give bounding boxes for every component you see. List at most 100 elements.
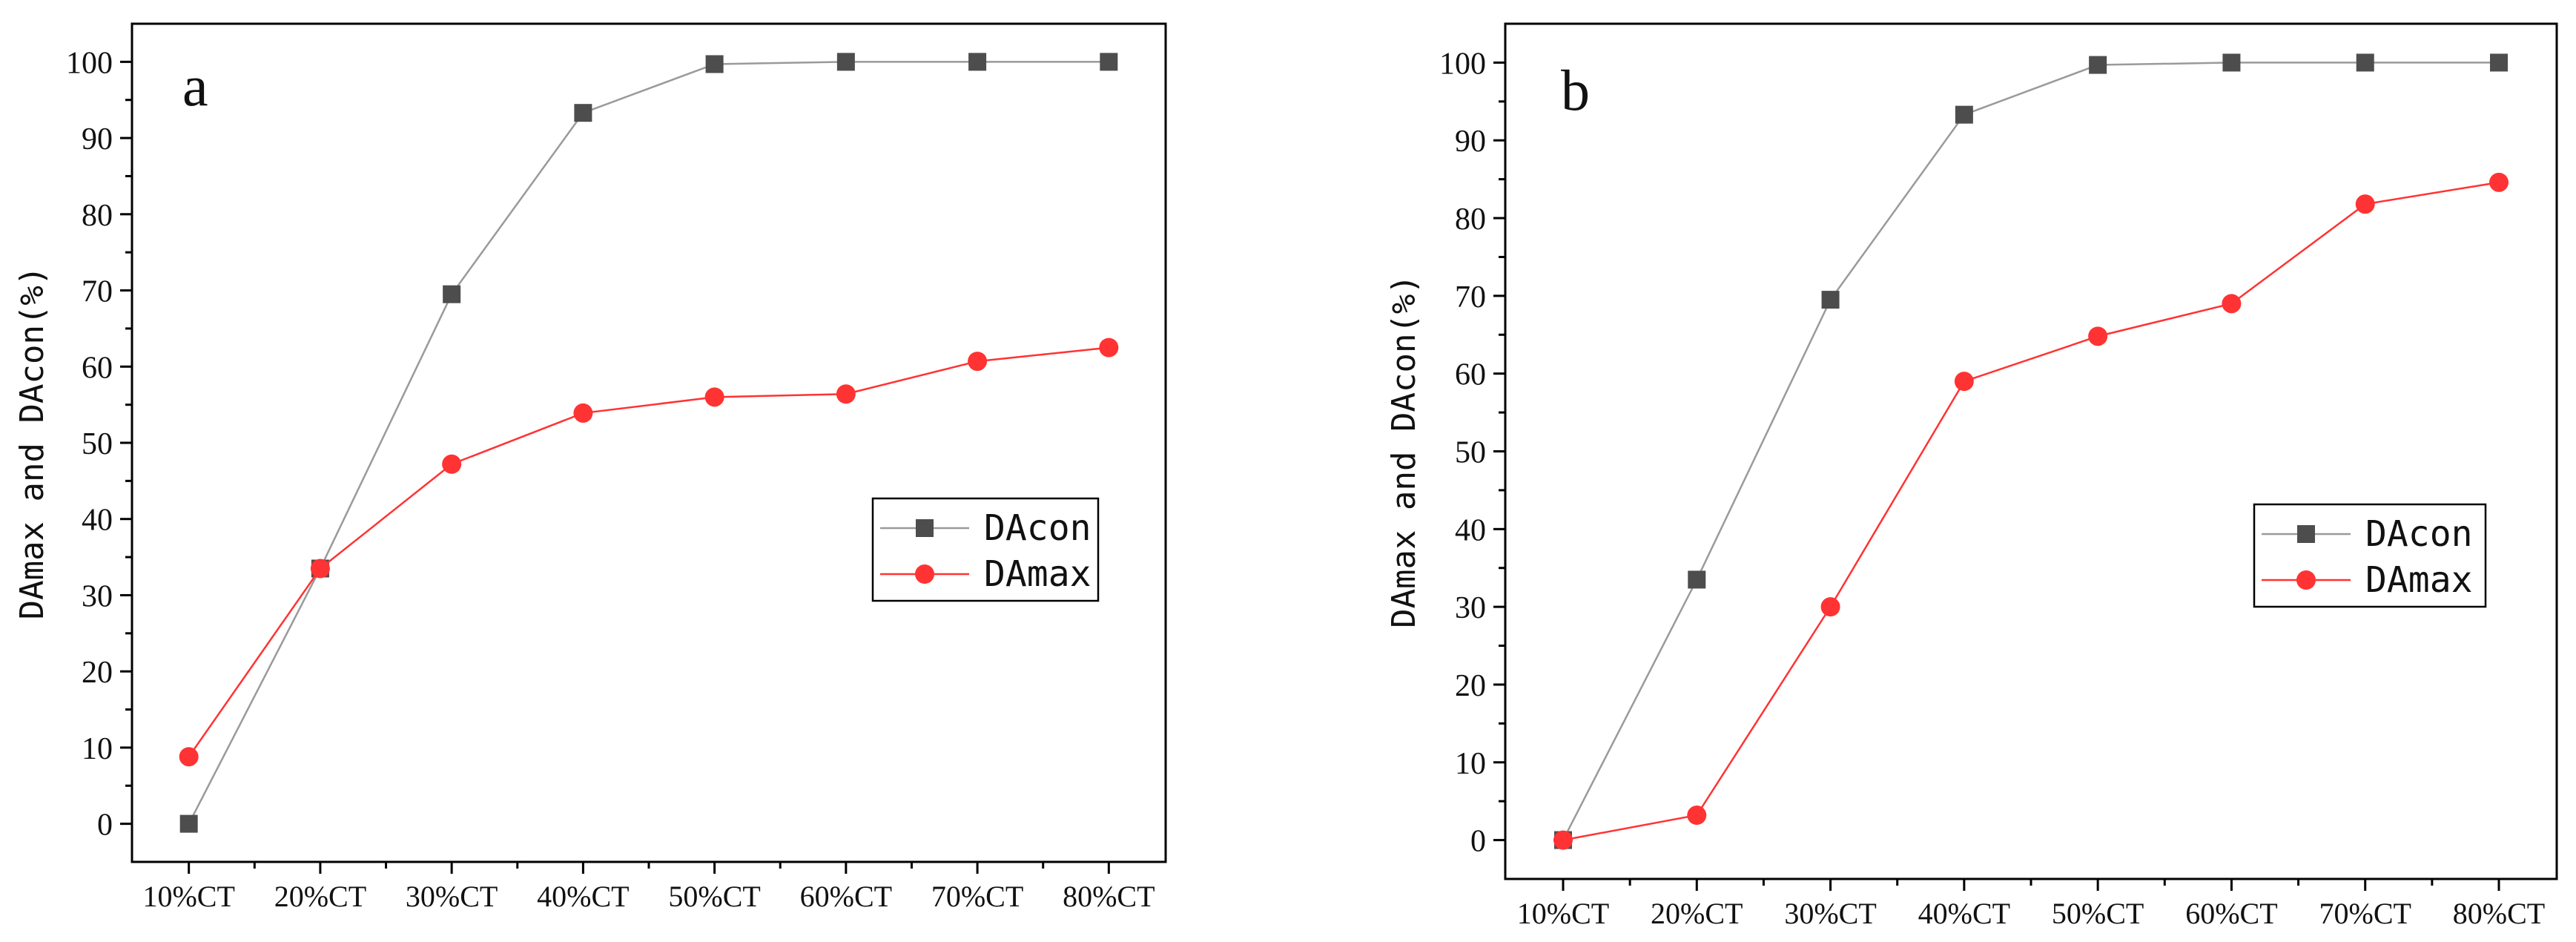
y-tick-label: 10 (82, 732, 113, 766)
chart-panel-b: 0 10 20 30 40 50 60 70 80 90 100 10%CT 20%CT 30%CT 40%… (1385, 22, 2558, 930)
y-tick-label: 80 (1455, 202, 1486, 237)
data-point-circle (2355, 194, 2375, 214)
y-tick-label: 20 (82, 656, 113, 690)
x-tick-label: 70%CT (931, 880, 1023, 913)
legend-box (871, 497, 1100, 602)
plot-frame (1504, 22, 2558, 880)
series-DAmax (1553, 172, 2509, 850)
y-tick-label: 60 (82, 351, 113, 385)
data-point-square (1821, 291, 1840, 309)
legend-box (2253, 503, 2487, 608)
panel-label: b (1561, 58, 1590, 122)
legend-marker-square (916, 519, 934, 537)
x-tick-label: 80%CT (2453, 897, 2545, 930)
data-point-square (968, 53, 987, 71)
legend-marker-circle (2296, 570, 2316, 590)
y-tick-label: 50 (82, 427, 113, 461)
x-tick-label: 40%CT (1918, 897, 2010, 930)
x-tick-label: 20%CT (1651, 897, 1743, 930)
data-point-square (1688, 570, 1706, 589)
x-tick-label: 80%CT (1063, 880, 1155, 913)
legend-label: DAcon (2365, 513, 2473, 555)
data-point-circle (2489, 172, 2509, 192)
y-tick-label: 0 (97, 808, 113, 843)
series-line (188, 346, 1109, 757)
series-DAcon (179, 53, 1118, 833)
series-line (188, 61, 1109, 825)
data-point-circle (1954, 372, 1974, 392)
y-tick-label: 50 (1455, 436, 1486, 470)
legend-marker-square (2297, 525, 2315, 543)
x-tick-label: 10%CT (1517, 897, 1609, 930)
data-point-circle (968, 352, 988, 372)
data-point-circle (442, 454, 462, 474)
y-tick-label: 30 (1455, 591, 1486, 625)
data-point-square (2356, 53, 2374, 72)
y-tick-label: 90 (1455, 125, 1486, 159)
legend-label: DAmax (2365, 559, 2473, 601)
data-point-circle (310, 559, 330, 579)
data-point-circle (2088, 326, 2108, 346)
x-tick-label: 10%CT (142, 880, 234, 913)
y-tick-label: 40 (1455, 513, 1486, 547)
y-axis: 0 10 20 30 40 50 60 70 80 90 100 (66, 46, 132, 843)
data-point-square (836, 53, 855, 71)
x-tick-label: 20%CT (274, 880, 366, 913)
data-point-square (179, 814, 198, 833)
y-axis-title: DAmax and DAcon(%) (13, 266, 51, 620)
data-point-square (443, 285, 461, 303)
data-point-square (705, 55, 724, 73)
x-axis: 10%CT 20%CT 30%CT 40%CT 50%CT 60%CT 70%CT 80%CT (1517, 879, 2545, 930)
data-point-circle (1687, 806, 1707, 826)
data-point-circle (704, 387, 724, 407)
legend-label: DAcon (984, 507, 1092, 549)
data-point-circle (179, 747, 199, 767)
x-tick-label: 60%CT (2185, 897, 2277, 930)
series-line (1562, 62, 2500, 841)
y-tick-label: 30 (82, 579, 113, 613)
legend-label: DAmax (984, 553, 1092, 595)
y-tick-label: 100 (66, 46, 113, 80)
y-axis: 0 10 20 30 40 50 60 70 80 90 100 (1439, 47, 1505, 859)
x-tick-label: 50%CT (2052, 897, 2144, 930)
series-DAmax (179, 337, 1119, 767)
series-DAcon (1553, 53, 2509, 849)
x-tick-label: 40%CT (537, 880, 629, 913)
data-point-square (1955, 105, 1973, 124)
x-tick-label: 60%CT (800, 880, 892, 913)
y-tick-label: 90 (82, 122, 113, 157)
data-point-circle (1553, 830, 1573, 850)
y-tick-label: 0 (1470, 825, 1486, 859)
x-tick-label: 30%CT (1784, 897, 1876, 930)
data-point-square (574, 104, 592, 122)
y-tick-label: 40 (82, 504, 113, 538)
data-point-circle (836, 384, 856, 404)
y-axis-title: DAmax and DAcon(%) (1385, 274, 1423, 628)
data-point-circle (1820, 597, 1840, 617)
data-point-circle (573, 403, 593, 423)
data-point-square (2222, 53, 2241, 72)
x-tick-label: 30%CT (406, 880, 498, 913)
x-axis: 10%CT 20%CT 30%CT 40%CT 50%CT 60%CT 70%CT 80%CT (142, 862, 1155, 913)
y-tick-label: 60 (1455, 358, 1486, 392)
data-point-square (2490, 53, 2509, 72)
data-point-square (1100, 53, 1118, 71)
data-point-circle (2222, 294, 2242, 314)
data-point-circle (1099, 337, 1119, 358)
y-tick-label: 70 (82, 275, 113, 309)
y-tick-label: 100 (1439, 47, 1486, 81)
x-tick-label: 70%CT (2319, 897, 2411, 930)
y-tick-label: 80 (82, 199, 113, 233)
plot-frame (131, 22, 1167, 863)
x-tick-label: 50%CT (668, 880, 760, 913)
data-point-square (2089, 56, 2107, 74)
y-tick-label: 70 (1455, 280, 1486, 314)
panel-label: a (182, 53, 208, 118)
chart-panel-a: 0 10 20 30 40 50 60 70 80 90 100 10%CT 20%CT 30%CT 40%… (13, 22, 1167, 913)
y-tick-label: 20 (1455, 669, 1486, 703)
y-tick-label: 10 (1455, 747, 1486, 781)
